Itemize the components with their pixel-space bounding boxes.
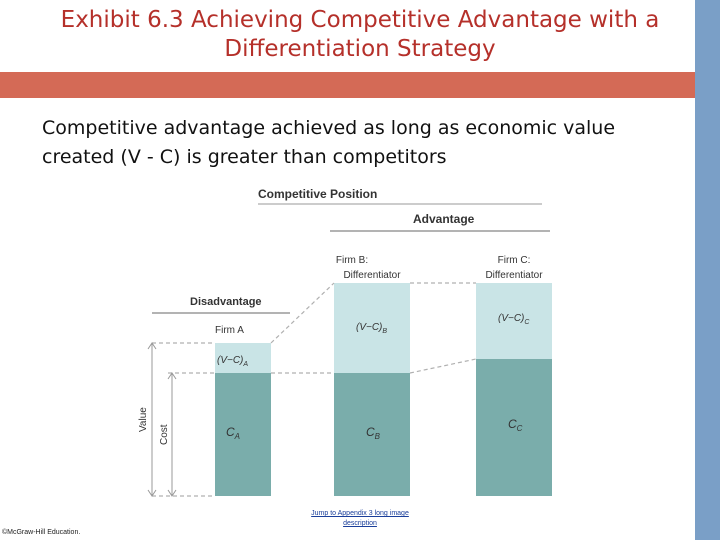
competitive-position-diagram: Competitive Position Advantage Disadvant… bbox=[138, 187, 552, 497]
title-line-1: Exhibit 6.3 Achieving Competitive Advant… bbox=[60, 7, 660, 33]
firm-c-vc-text: (V−C) bbox=[498, 313, 524, 324]
cost-axis-arrow-top bbox=[167, 372, 177, 380]
value-axis-arrow-top bbox=[147, 342, 157, 350]
firm-c-vc-label: (V−C)C bbox=[498, 313, 530, 326]
firm-a-label: Firm A bbox=[215, 325, 244, 336]
guide-a-to-b-top bbox=[270, 282, 335, 344]
copyright-text: ©McGraw-Hill Education. bbox=[2, 529, 81, 536]
firm-c-cost-sub: C bbox=[517, 424, 523, 433]
subtitle-line-1: Competitive advantage achieved as long a… bbox=[42, 117, 616, 139]
subtitle-line-2: created (V - C) is greater than competit… bbox=[42, 146, 447, 168]
firm-b-cost-segment bbox=[334, 373, 410, 496]
advantage-label: Advantage bbox=[413, 212, 475, 226]
slide-subtitle: Competitive advantage achieved as long a… bbox=[42, 114, 662, 172]
value-axis-label: Value bbox=[138, 407, 149, 432]
firm-c-cost-segment bbox=[476, 359, 552, 496]
disadvantage-label: Disadvantage bbox=[190, 296, 262, 308]
firm-c-vc-sub: C bbox=[524, 319, 530, 326]
firm-b-cost-label: CB bbox=[366, 425, 381, 441]
firm-c-value-segment bbox=[476, 283, 552, 359]
firm-b-vc-sub: B bbox=[382, 328, 387, 335]
firm-c-cost-label: CC bbox=[508, 417, 523, 433]
guide-b-to-c-cost bbox=[409, 358, 477, 374]
firm-a-vc-text: (V−C) bbox=[217, 355, 243, 366]
firm-c-label-line1: Firm C: bbox=[498, 255, 531, 266]
cost-axis-arrow-bottom bbox=[167, 489, 177, 497]
diagram-heading: Competitive Position bbox=[258, 187, 377, 201]
appendix-link[interactable]: Jump to Appendix 3 long image descriptio… bbox=[290, 509, 430, 529]
firm-b-cost-text: C bbox=[366, 425, 375, 439]
cost-axis-label: Cost bbox=[159, 424, 170, 445]
firm-a-vc-sub: A bbox=[242, 361, 248, 368]
firm-b-vc-label: (V−C)B bbox=[356, 322, 387, 335]
slide-title: Exhibit 6.3 Achieving Competitive Advant… bbox=[0, 6, 720, 64]
firm-a-cost-sub: A bbox=[234, 432, 240, 441]
firm-a-cost-segment bbox=[215, 373, 271, 496]
firm-a-vc-label: (V−C)A bbox=[217, 355, 248, 368]
firm-c-label-line2: Differentiator bbox=[485, 270, 543, 281]
title-divider bbox=[0, 70, 695, 72]
appendix-link-line-1[interactable]: Jump to Appendix 3 long image bbox=[311, 510, 409, 517]
firm-b-cost-sub: B bbox=[375, 432, 381, 441]
firm-b-label-line2: Differentiator bbox=[343, 270, 401, 281]
value-axis-arrow-bottom bbox=[147, 489, 157, 497]
firm-b-label-line1: Firm B: bbox=[336, 255, 368, 266]
firm-c-cost-text: C bbox=[508, 417, 517, 431]
firm-a-value-segment bbox=[215, 343, 271, 373]
title-line-2: Differentiation Strategy bbox=[224, 36, 496, 62]
firm-b-value-segment bbox=[334, 283, 410, 373]
firm-a-cost-text: C bbox=[226, 425, 235, 439]
firm-b-vc-text: (V−C) bbox=[356, 322, 382, 333]
title-accent-bar bbox=[0, 72, 695, 98]
firm-a-cost-label: CA bbox=[226, 425, 240, 441]
appendix-link-line-2[interactable]: description bbox=[343, 520, 377, 527]
right-accent-bar bbox=[695, 0, 720, 540]
